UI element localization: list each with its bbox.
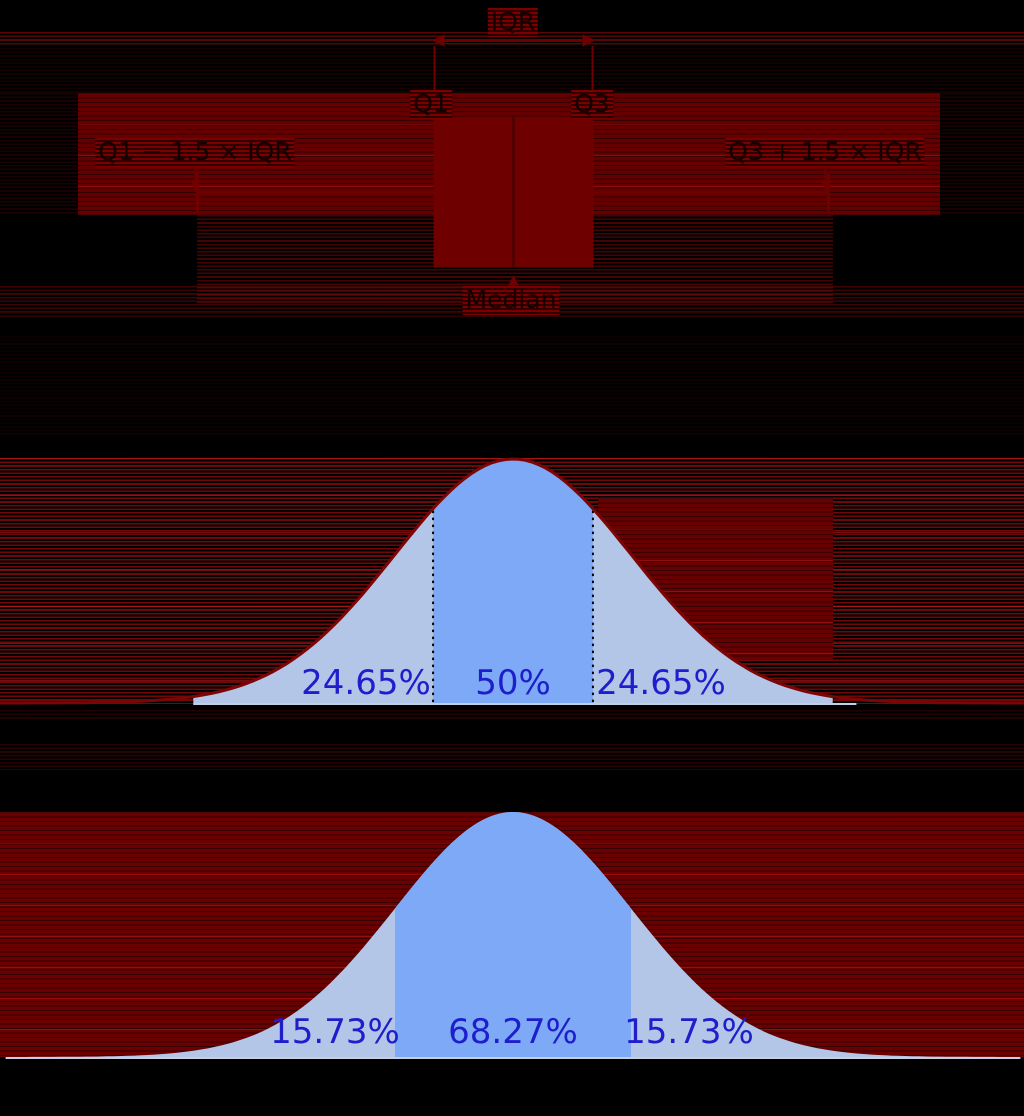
stddev-region-center-percent: 68.27% <box>448 1012 578 1052</box>
upper-fence-label: Q3 + 1.5 × IQR <box>725 137 925 167</box>
pdf-center-fill <box>395 812 631 1057</box>
median-arrow-head <box>508 274 519 286</box>
q3-label: Q3 <box>571 89 613 119</box>
pdf-quartiles-plot <box>0 457 1024 705</box>
upper-fence-arrow-head <box>820 179 831 192</box>
pdf-center-fill <box>433 459 593 703</box>
stddev-region-right-percent: 15.73% <box>624 1012 754 1052</box>
lower-fence-label: Q1 − 1.5 × IQR <box>95 137 295 167</box>
pdf-outline <box>0 457 1024 705</box>
quartile-region-center-percent: 50% <box>475 663 551 703</box>
iqr-arrow-head-left <box>431 34 445 47</box>
q1-label: Q1 <box>410 89 452 119</box>
lower-fence-arrow-head <box>190 179 201 192</box>
quartile-region-right-percent: 24.65% <box>596 663 726 703</box>
iqr-arrow-head-right <box>582 34 596 47</box>
median-label: Median <box>462 285 560 315</box>
boxplot-diagram <box>190 34 831 292</box>
pdf-stddev-plot <box>5 812 1021 1059</box>
quartile-region-left-percent: 24.65% <box>301 663 431 703</box>
stddev-region-left-percent: 15.73% <box>270 1012 400 1052</box>
iqr-label: IQR <box>487 7 539 37</box>
